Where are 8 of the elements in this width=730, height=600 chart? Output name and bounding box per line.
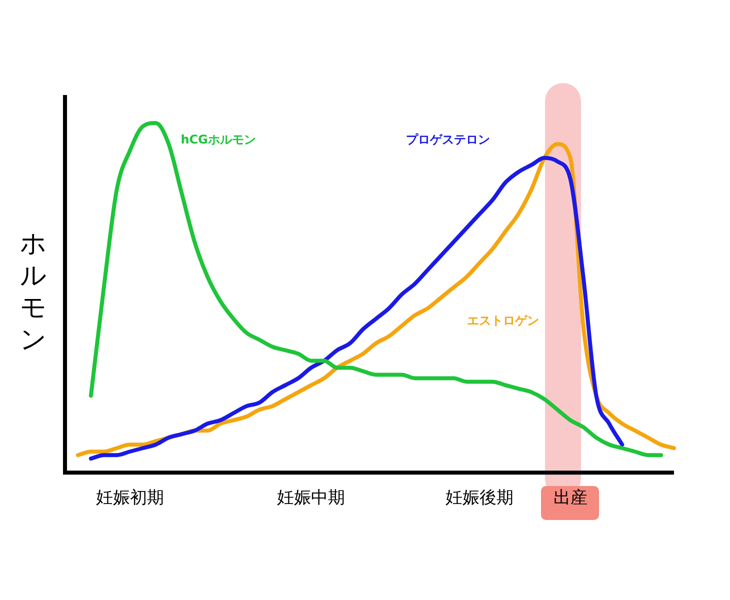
series-label: hCGホルモン (180, 132, 256, 146)
y-axis-title: ホルモン (20, 228, 48, 356)
text: プロゲステロン (406, 132, 490, 146)
x-tick-label: 出産 (553, 488, 588, 508)
x-tick-label: 妊娠後期 (446, 488, 514, 508)
text: エストロゲン (466, 314, 539, 328)
x-tick-label: 妊娠中期 (277, 488, 346, 508)
x-tick-label: 妊娠初期 (96, 488, 164, 508)
